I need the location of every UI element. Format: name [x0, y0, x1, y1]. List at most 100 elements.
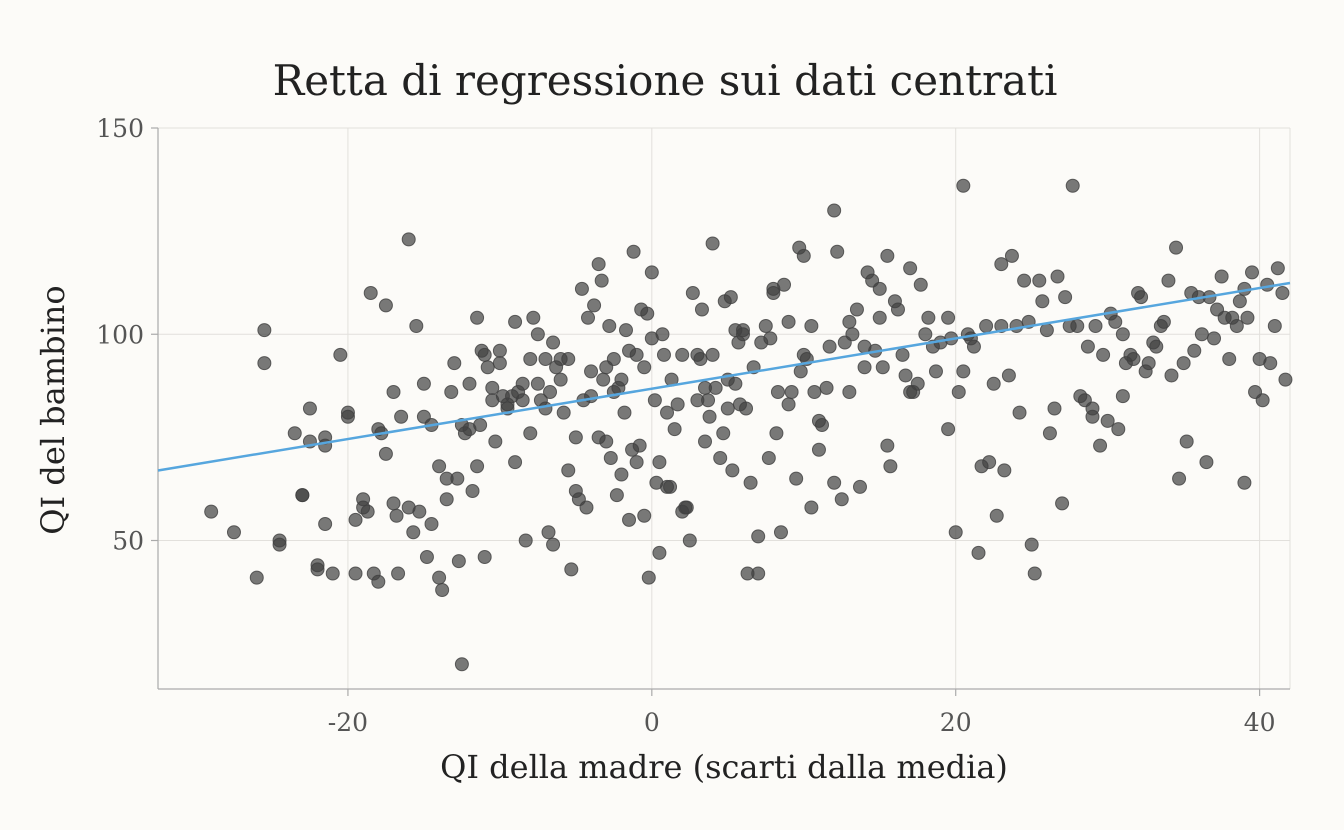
- data-point: [480, 360, 495, 375]
- data-point: [701, 393, 716, 408]
- data-point: [419, 550, 434, 564]
- data-point: [781, 314, 796, 329]
- data-point: [450, 471, 465, 486]
- data-point: [827, 475, 842, 490]
- data-point: [416, 376, 431, 391]
- data-point: [543, 385, 558, 399]
- data-point: [910, 376, 925, 391]
- data-point: [982, 455, 997, 470]
- data-point: [652, 545, 667, 560]
- data-point: [432, 459, 447, 474]
- data-point: [872, 281, 887, 296]
- data-point: [451, 554, 466, 569]
- data-point: [546, 537, 561, 552]
- data-point: [523, 426, 538, 441]
- y-tick-label: 100: [96, 320, 144, 349]
- data-point: [632, 438, 647, 453]
- data-point: [530, 327, 545, 342]
- data-point: [447, 356, 462, 371]
- data-point: [424, 517, 439, 531]
- data-point: [1199, 455, 1214, 470]
- data-point: [773, 525, 788, 540]
- data-point: [564, 562, 579, 577]
- data-point: [568, 430, 583, 445]
- data-point: [928, 364, 943, 379]
- data-point: [804, 319, 819, 333]
- data-point: [830, 244, 845, 259]
- data-point: [249, 570, 264, 585]
- data-point: [465, 484, 480, 498]
- y-axis-title: QI del bambino: [34, 285, 72, 534]
- data-point: [796, 248, 811, 263]
- data-point: [743, 475, 758, 490]
- data-point: [849, 302, 864, 317]
- data-point: [883, 459, 898, 474]
- data-point: [1001, 368, 1016, 383]
- data-point: [918, 327, 933, 342]
- data-point: [626, 244, 641, 259]
- data-point: [784, 385, 799, 399]
- data-point: [389, 508, 404, 523]
- data-point: [880, 248, 895, 263]
- data-point: [761, 451, 776, 465]
- data-point: [1267, 319, 1282, 333]
- data-point: [723, 290, 738, 305]
- data-point: [1141, 356, 1156, 371]
- data-point: [1240, 310, 1255, 325]
- y-tick-label: 50: [112, 527, 144, 556]
- data-point: [1134, 290, 1149, 305]
- data-point: [819, 380, 834, 395]
- data-point: [769, 426, 784, 441]
- data-point: [656, 347, 671, 362]
- data-point: [807, 385, 822, 399]
- data-point: [1156, 314, 1171, 329]
- data-point: [485, 380, 500, 395]
- data-point: [1042, 426, 1057, 441]
- data-point: [257, 356, 272, 371]
- data-point: [1032, 273, 1047, 288]
- data-point: [979, 319, 994, 333]
- data-point: [1245, 265, 1260, 280]
- data-point: [526, 310, 541, 325]
- data-point: [1096, 347, 1111, 362]
- x-axis-title: QI della madre (scarti dalla media): [440, 748, 1008, 786]
- data-point: [675, 347, 690, 362]
- data-point: [758, 319, 773, 333]
- data-point: [1232, 294, 1247, 309]
- data-point: [895, 347, 910, 362]
- data-point: [394, 409, 409, 424]
- data-point: [492, 343, 507, 358]
- regression-line-group: [157, 281, 1291, 472]
- data-point: [1172, 471, 1187, 486]
- data-point: [1035, 294, 1050, 309]
- data-point: [1214, 269, 1229, 284]
- data-point: [1047, 401, 1062, 416]
- data-point: [602, 319, 617, 333]
- data-point: [890, 302, 905, 317]
- data-point: [725, 463, 740, 478]
- data-point: [1263, 356, 1278, 371]
- data-point: [462, 376, 477, 391]
- data-point: [713, 451, 728, 465]
- data-point: [751, 529, 766, 544]
- data-point: [584, 364, 599, 379]
- data-point: [1169, 240, 1184, 255]
- data-point: [948, 525, 963, 540]
- data-point: [518, 533, 533, 548]
- data-point: [997, 463, 1012, 478]
- data-point: [1012, 405, 1027, 420]
- data-point: [842, 314, 857, 329]
- data-point: [1278, 372, 1293, 387]
- data-point: [1179, 434, 1194, 449]
- data-point: [880, 438, 895, 453]
- data-point: [553, 372, 568, 387]
- data-point: [811, 442, 826, 457]
- data-point: [1275, 286, 1290, 300]
- axes: -20 0 20 40 50 100 150: [96, 114, 1290, 737]
- data-point: [637, 508, 652, 523]
- data-point: [989, 508, 1004, 523]
- data-point: [363, 286, 378, 300]
- data-point: [1085, 401, 1100, 416]
- regression-line: [157, 281, 1291, 472]
